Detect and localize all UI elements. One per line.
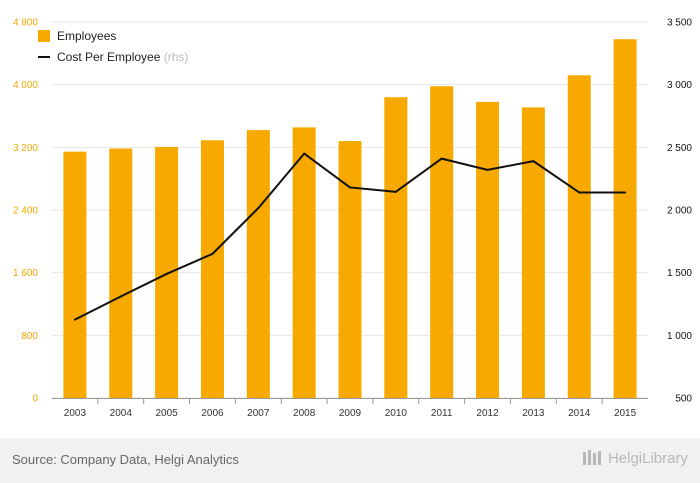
x-tick-label-2012: 2012 bbox=[476, 408, 499, 419]
point-cost-per-employee-2014 bbox=[578, 191, 581, 194]
point-cost-per-employee-2011 bbox=[440, 157, 443, 160]
brand-name: HelgiLibrary bbox=[607, 449, 688, 467]
point-cost-per-employee-2003 bbox=[73, 318, 76, 321]
bar-employees-2014 bbox=[567, 75, 591, 399]
legend-label-cost-per-employee: Cost Per Employee (rhs) bbox=[57, 50, 188, 64]
bar-employees-2003 bbox=[63, 151, 87, 398]
point-cost-per-employee-2005 bbox=[165, 272, 168, 275]
x-tick-label-2007: 2007 bbox=[247, 408, 270, 419]
library-icon bbox=[582, 450, 601, 465]
x-tick-label-2003: 2003 bbox=[64, 408, 87, 419]
right-tick-label: 1 500 bbox=[667, 268, 692, 279]
point-cost-per-employee-2007 bbox=[257, 207, 260, 210]
x-tick-label-2013: 2013 bbox=[522, 408, 545, 419]
right-tick-label: 500 bbox=[675, 394, 692, 405]
legend-label-employees: Employees bbox=[57, 29, 116, 43]
point-cost-per-employee-2015 bbox=[624, 191, 627, 194]
x-tick-label-2008: 2008 bbox=[293, 408, 316, 419]
bar-employees-2012 bbox=[476, 101, 500, 399]
point-cost-per-employee-2004 bbox=[119, 295, 122, 298]
x-tick-label-2004: 2004 bbox=[110, 408, 133, 419]
x-tick-label-2010: 2010 bbox=[385, 408, 408, 419]
legend-swatch-employees bbox=[38, 30, 50, 42]
right-axis-ticks: 500 1 000 1 500 2 000 2 500 3 000 3 500 bbox=[667, 18, 692, 405]
employee-bars bbox=[63, 39, 637, 399]
x-tick-label-2005: 2005 bbox=[155, 408, 178, 419]
x-tick-label-2006: 2006 bbox=[201, 408, 224, 419]
right-tick-label: 2 500 bbox=[667, 143, 692, 154]
point-cost-per-employee-2013 bbox=[532, 160, 535, 163]
right-tick-label: 1 000 bbox=[667, 331, 692, 342]
chart: 0 800 1 600 2 400 3 200 4 000 4 800 500 1 000 1 … bbox=[13, 18, 692, 420]
left-tick-label: 2 400 bbox=[13, 206, 38, 217]
bar-employees-2005 bbox=[155, 146, 179, 398]
left-tick-label: 4 800 bbox=[13, 18, 38, 29]
bar-employees-2010 bbox=[384, 97, 408, 398]
right-tick-label: 2 000 bbox=[667, 206, 692, 217]
left-tick-label: 800 bbox=[21, 331, 38, 342]
brand-logo[interactable]: HelgiLibrary bbox=[582, 449, 688, 467]
bar-employees-2013 bbox=[521, 107, 545, 398]
bar-employees-2007 bbox=[246, 130, 270, 398]
x-tick-label-2009: 2009 bbox=[339, 408, 362, 419]
source-text: Source: Company Data, Helgi Analytics bbox=[12, 452, 239, 467]
legend: Employees Cost Per Employee (rhs) bbox=[38, 29, 188, 64]
cost-per-employee-line bbox=[73, 152, 627, 321]
point-cost-per-employee-2012 bbox=[486, 168, 489, 171]
left-tick-label: 0 bbox=[32, 394, 38, 405]
x-tick-label-2015: 2015 bbox=[614, 408, 637, 419]
left-tick-label: 1 600 bbox=[13, 268, 38, 279]
x-tick-label-2014: 2014 bbox=[568, 408, 591, 419]
bar-employees-2006 bbox=[200, 140, 224, 399]
x-axis-ticks: 2003 2004 2005 2006 2007 2008 2009 2010 2011 2012… bbox=[64, 398, 637, 419]
bar-employees-2008 bbox=[292, 127, 316, 398]
right-tick-label: 3 500 bbox=[667, 18, 692, 29]
bar-employees-2011 bbox=[430, 86, 454, 398]
point-cost-per-employee-2008 bbox=[303, 152, 306, 155]
bar-employees-2015 bbox=[613, 39, 637, 398]
point-cost-per-employee-2010 bbox=[394, 190, 397, 193]
left-axis-ticks: 0 800 1 600 2 400 3 200 4 000 4 800 bbox=[13, 18, 38, 405]
left-tick-label: 3 200 bbox=[13, 143, 38, 154]
right-tick-label: 3 000 bbox=[667, 80, 692, 91]
point-cost-per-employee-2006 bbox=[211, 252, 214, 255]
x-tick-label-2011: 2011 bbox=[431, 408, 453, 419]
bar-employees-2009 bbox=[338, 141, 362, 399]
bar-employees-2004 bbox=[109, 148, 133, 398]
point-cost-per-employee-2009 bbox=[349, 186, 351, 189]
left-tick-label: 4 000 bbox=[13, 80, 38, 91]
